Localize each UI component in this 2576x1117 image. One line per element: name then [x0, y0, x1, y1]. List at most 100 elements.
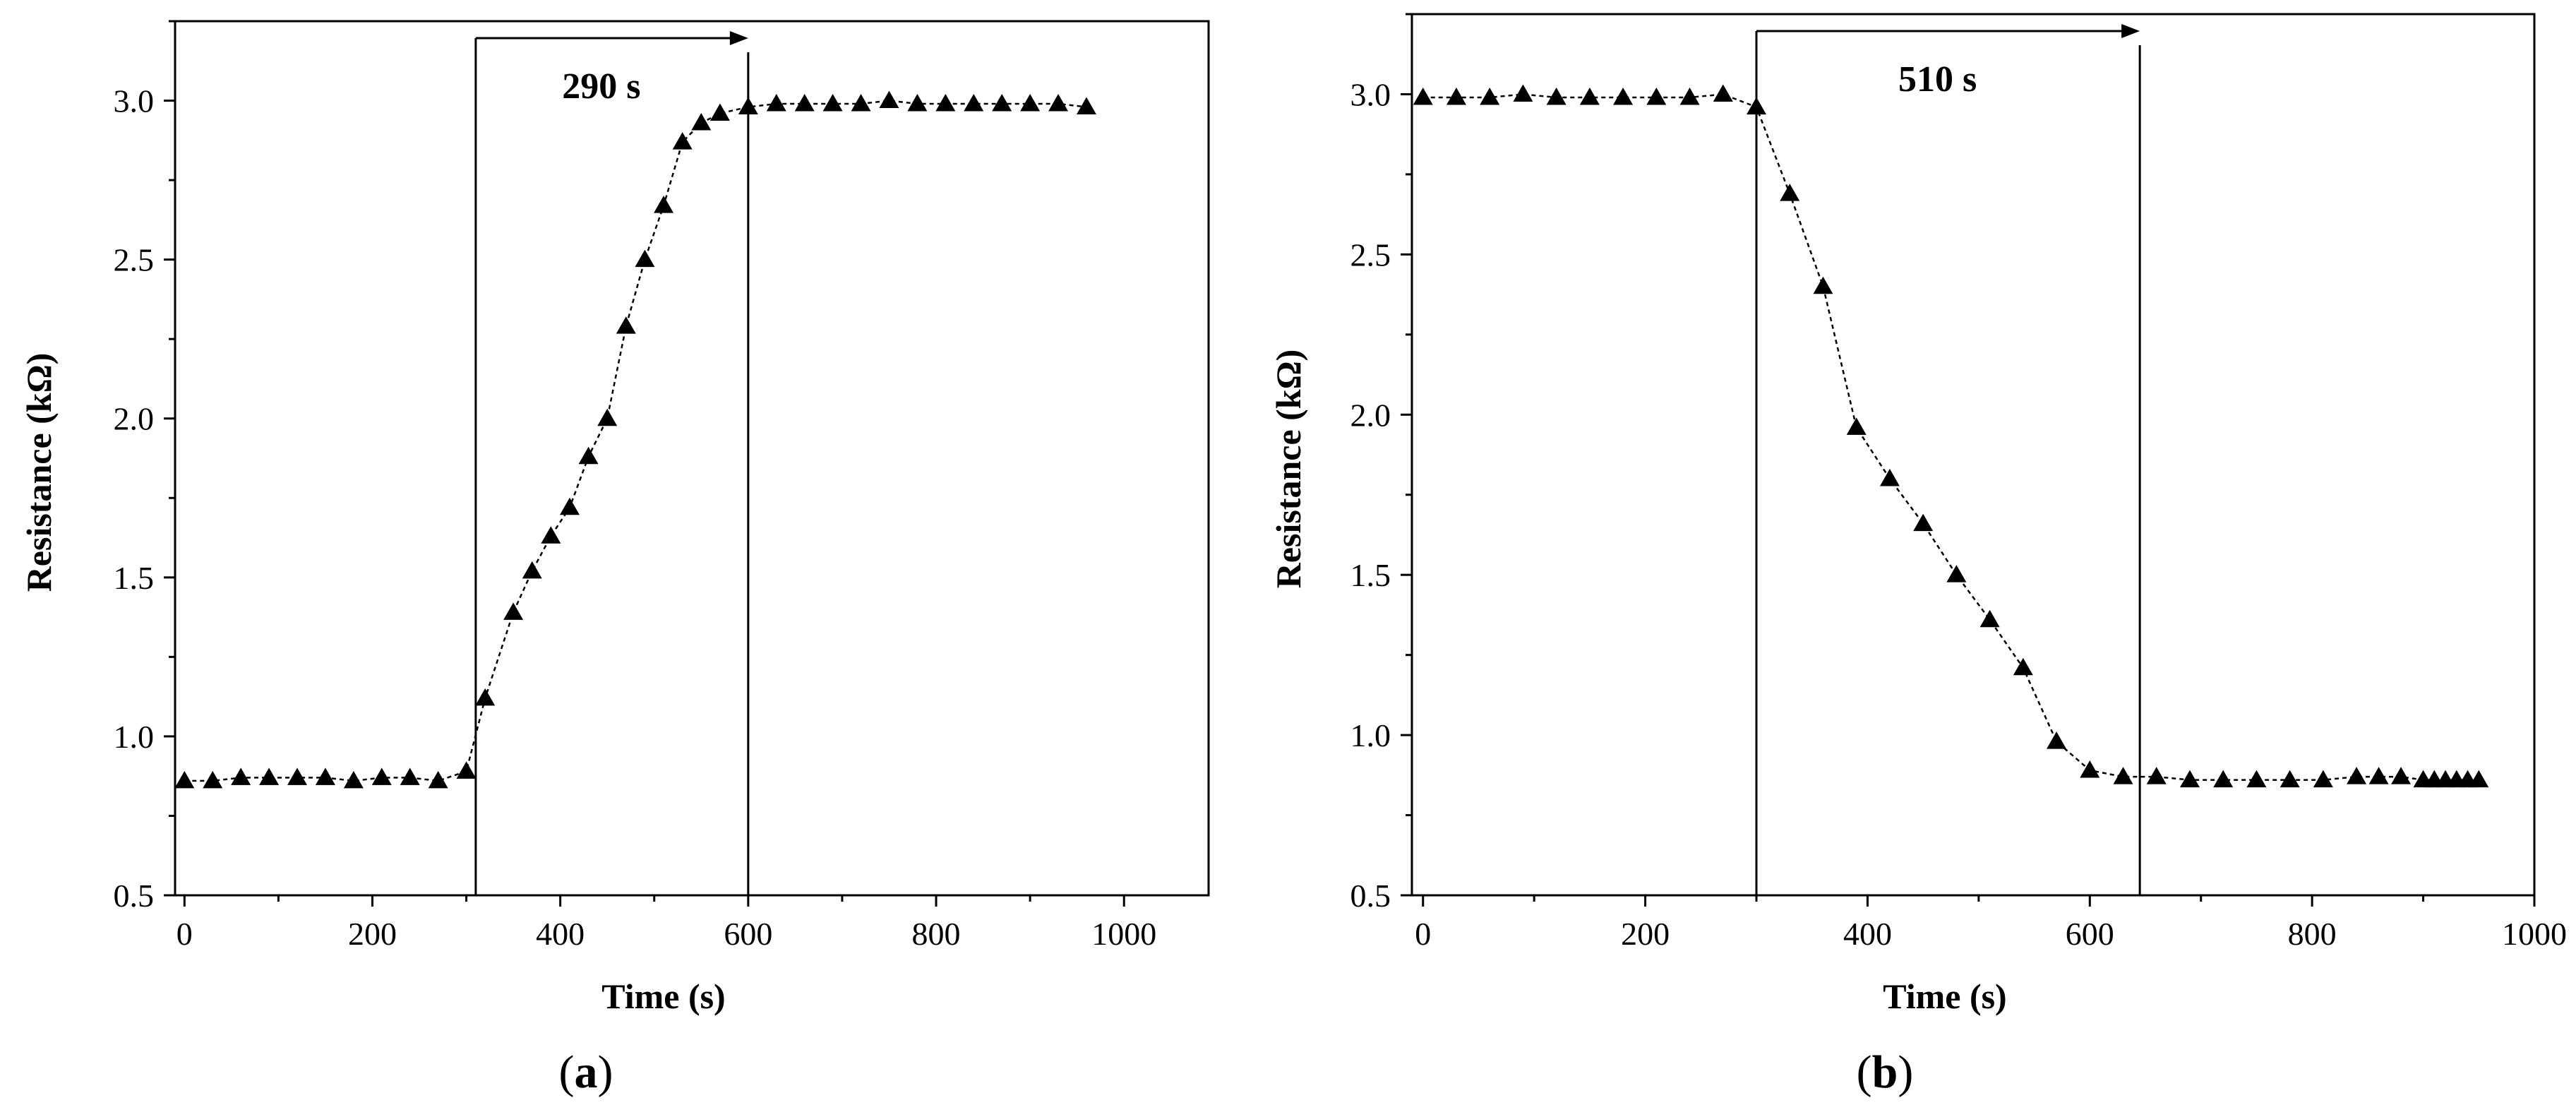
y-tick-label: 3.0: [114, 83, 155, 119]
data-point: [879, 90, 899, 109]
data-point: [522, 561, 542, 579]
data-point: [503, 602, 524, 620]
data-point: [766, 94, 786, 112]
x-tick-label: 600: [724, 916, 772, 952]
annotation-label: 290 s: [562, 66, 640, 107]
series-line: [1422, 93, 2479, 781]
data-point: [738, 97, 758, 115]
x-axis-title: Time (s): [601, 976, 725, 1016]
data-point: [1446, 87, 1466, 105]
x-axis-title: Time (s): [1883, 976, 2006, 1016]
data-point: [1048, 94, 1069, 112]
panel-label-letter: b: [1872, 1046, 1898, 1098]
data-point: [541, 526, 561, 544]
data-point: [1613, 87, 1634, 105]
data-point: [2280, 770, 2300, 788]
data-point: [2469, 770, 2489, 788]
data-point: [851, 94, 871, 112]
x-tick-label: 400: [536, 916, 585, 952]
y-tick-label: 1.5: [114, 560, 155, 596]
data-point: [654, 196, 674, 213]
data-point: [1913, 513, 1934, 532]
data-point: [371, 767, 392, 785]
data-point: [1846, 417, 1867, 435]
data-point: [1413, 87, 1433, 105]
data-point: [2313, 770, 2333, 788]
data-point: [1879, 469, 1900, 486]
y-axis-title: Resistance (kΩ): [19, 353, 59, 592]
x-tick-label: 200: [1621, 916, 1670, 952]
x-tick-label: 800: [2288, 916, 2337, 952]
x-tick-label: 1000: [2502, 916, 2567, 952]
data-point: [2080, 760, 2100, 778]
data-point: [1946, 565, 1967, 583]
data-point: [428, 770, 448, 789]
series-line: [184, 100, 1087, 782]
data-point: [456, 761, 477, 779]
x-tick-label: 800: [912, 916, 961, 952]
x-tick-label: 600: [2066, 916, 2114, 952]
y-tick-label: 2.5: [1350, 237, 1391, 273]
data-point: [2047, 731, 2067, 749]
data-point: [1020, 94, 1041, 112]
data-point: [794, 94, 815, 112]
data-point: [1747, 97, 1767, 115]
chart-panel-a: 0 200 400 600 800 1000 0.5 1.0 1.5 2.0 2.5 3.0 Time …: [19, 20, 1210, 1098]
data-point: [400, 767, 420, 785]
data-point: [578, 446, 599, 465]
panel-label-letter: a: [575, 1046, 598, 1098]
data-point: [2013, 657, 2033, 676]
data-point: [1646, 87, 1667, 105]
y-tick-label: 0.5: [114, 878, 155, 914]
annotation-label: 510 s: [1898, 59, 1977, 100]
data-point: [2347, 767, 2367, 784]
chart-panel-b: 0 200 400 600 800 1000 0.5 1.0 1.5 2.0 2.5 3.0 Time …: [1269, 13, 2567, 1098]
plot-frame: [1410, 13, 2536, 897]
data-point: [2246, 770, 2267, 788]
data-point: [992, 94, 1012, 112]
data-point: [1513, 84, 1533, 102]
data-point: [1679, 87, 1700, 105]
plot-frame: [174, 20, 1210, 897]
y-axis-title: Resistance (kΩ): [1269, 350, 1308, 589]
x-tick-label: 200: [348, 916, 397, 952]
y-tick-label: 1.0: [1350, 717, 1391, 753]
panel-label: (b): [1857, 1046, 1914, 1098]
data-point: [475, 688, 496, 706]
data-point: [1979, 609, 2000, 628]
y-tick-label: 1.5: [1350, 557, 1391, 593]
panel-label: (a): [559, 1046, 613, 1098]
y-tick-label: 2.0: [114, 401, 155, 437]
data-point: [1713, 84, 1733, 102]
data-point: [1813, 276, 1833, 294]
data-point: [964, 94, 984, 112]
data-point: [231, 767, 251, 785]
data-point: [2179, 770, 2200, 788]
data-point: [907, 94, 928, 112]
data-point: [616, 316, 636, 334]
x-tick-label: 400: [1843, 916, 1892, 952]
data-point: [2213, 770, 2234, 788]
data-point: [315, 767, 335, 785]
y-tick-label: 1.0: [114, 719, 155, 755]
annotation-arrow-head: [2121, 24, 2140, 38]
data-point: [691, 113, 712, 131]
data-point: [259, 767, 280, 785]
x-tick-label: 0: [176, 916, 193, 952]
data-point: [1480, 87, 1500, 105]
y-tick-label: 2.5: [114, 242, 155, 278]
data-point: [559, 497, 580, 515]
x-tick-label: 1000: [1091, 916, 1156, 952]
data-point: [822, 94, 843, 112]
data-point: [935, 94, 956, 112]
data-point: [2368, 767, 2389, 784]
annotation-arrow-head: [729, 31, 748, 45]
data-point: [174, 770, 195, 789]
data-point: [343, 770, 364, 789]
data-point: [2113, 767, 2133, 784]
data-point: [203, 770, 223, 789]
data-point: [2146, 767, 2167, 784]
data-point: [597, 408, 618, 426]
y-tick-label: 0.5: [1350, 878, 1391, 914]
